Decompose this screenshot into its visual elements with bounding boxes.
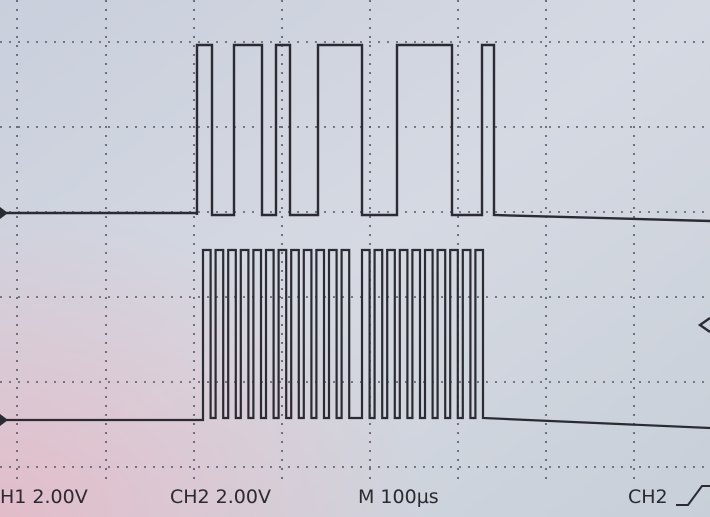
timebase: M 100µs <box>358 486 439 508</box>
ch1-marker <box>0 207 8 219</box>
ch2-scale: CH2 2.00V <box>170 486 271 508</box>
ch1-scale: H1 2.00V <box>0 486 88 508</box>
trigger-source: CH2 <box>628 486 668 508</box>
ch2-trace <box>0 248 710 430</box>
trigger-slope-icon <box>676 485 710 506</box>
ch2-marker <box>0 414 8 426</box>
ch1-trace <box>0 43 710 223</box>
trigger-level-marker <box>697 317 710 333</box>
